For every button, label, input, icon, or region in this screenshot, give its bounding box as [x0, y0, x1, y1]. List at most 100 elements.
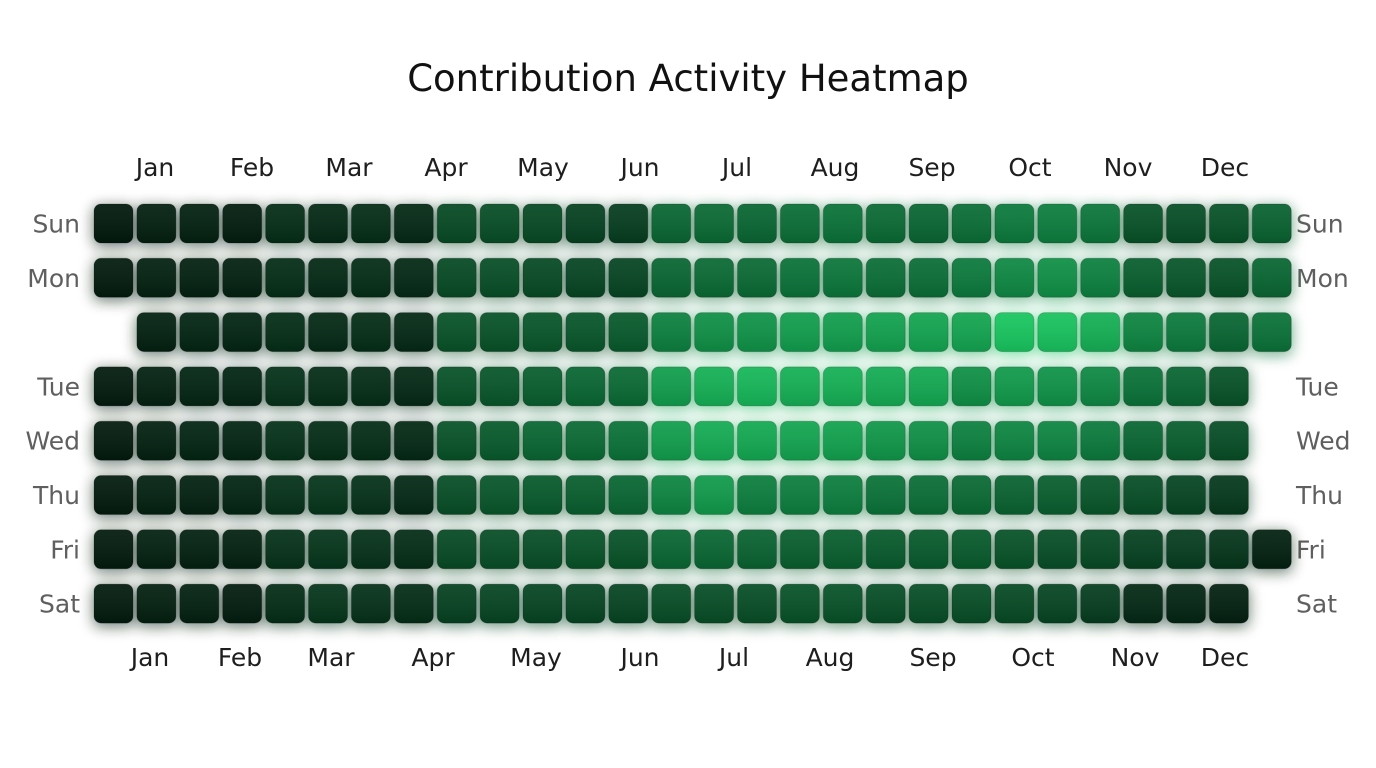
- heatmap-cell-shade: [394, 312, 434, 352]
- heatmap-cell-shade: [94, 584, 133, 624]
- heatmap-cell-shade: [1166, 475, 1206, 515]
- heatmap-cell-shade: [179, 584, 219, 624]
- heatmap-cell-shade: [1080, 584, 1120, 624]
- heatmap-cell-shade: [1209, 258, 1249, 298]
- heatmap-cell-shade: [351, 366, 391, 406]
- heatmap-cell-shade: [222, 258, 262, 298]
- heatmap-cell-shade: [994, 584, 1034, 624]
- heatmap-cell-shade: [737, 584, 777, 624]
- month-label-bottom: Sep: [909, 643, 956, 672]
- heatmap-cell-shade: [1123, 312, 1163, 352]
- month-label-top: May: [517, 153, 569, 182]
- heatmap-cell-shade: [823, 204, 863, 243]
- heatmap-cell-shade: [394, 421, 434, 461]
- month-label-top: Nov: [1104, 153, 1153, 182]
- heatmap-cell-shade: [94, 204, 133, 243]
- heatmap-cell-shade: [565, 258, 605, 298]
- heatmap-cell-shade: [823, 421, 863, 461]
- heatmap-cell-shade: [952, 366, 991, 406]
- heatmap-cell-shade: [952, 204, 991, 243]
- heatmap-cell-shade: [1166, 258, 1206, 298]
- heatmap-cell-shade: [737, 258, 777, 298]
- day-label-right: Wed: [1296, 427, 1351, 456]
- heatmap-cell-shade: [523, 421, 562, 461]
- heatmap-cell-shade: [179, 421, 219, 461]
- heatmap-cell-shade: [1123, 421, 1163, 461]
- heatmap-cell-shade: [265, 258, 305, 298]
- heatmap-cell-shade: [480, 258, 520, 298]
- heatmap-cell-shade: [780, 529, 820, 569]
- heatmap-cell-shade: [480, 204, 520, 243]
- heatmap-cell-shade: [265, 204, 305, 243]
- heatmap-cell-shade: [94, 475, 133, 515]
- heatmap-cell-shade: [523, 366, 562, 406]
- heatmap-cell-shade: [952, 421, 991, 461]
- heatmap-cell-shade: [1037, 475, 1077, 515]
- heatmap-cell-shade: [651, 475, 691, 515]
- heatmap-cell-shade: [222, 584, 262, 624]
- heatmap-cell-shade: [780, 421, 820, 461]
- month-label-top: Aug: [811, 153, 860, 182]
- month-label-top: Apr: [424, 153, 468, 182]
- heatmap-cell-shade: [909, 529, 949, 569]
- heatmap-cell-shade: [909, 258, 949, 298]
- heatmap-cell-shade: [1252, 204, 1292, 243]
- heatmap-cell-shade: [608, 584, 648, 624]
- heatmap-cell-shade: [994, 258, 1034, 298]
- heatmap-cell-shade: [1166, 204, 1206, 243]
- heatmap-cell-shade: [565, 312, 605, 352]
- heatmap-cell-shade: [780, 475, 820, 515]
- heatmap-cell-shade: [694, 366, 734, 406]
- heatmap-cell-shade: [737, 204, 777, 243]
- heatmap-cell-shade: [866, 584, 906, 624]
- heatmap-cell-shade: [437, 584, 477, 624]
- heatmap-cell-shade: [1166, 366, 1206, 406]
- heatmap-cell-shade: [1252, 529, 1292, 569]
- heatmap-cell-shade: [866, 475, 906, 515]
- heatmap-cell-shade: [394, 584, 434, 624]
- heatmap-cell-shade: [565, 475, 605, 515]
- heatmap-cell-shade: [1209, 475, 1249, 515]
- heatmap-cell-shade: [651, 529, 691, 569]
- heatmap-cell-shade: [351, 529, 391, 569]
- month-label-bottom: Jul: [717, 643, 749, 672]
- heatmap-cell-shade: [351, 312, 391, 352]
- heatmap-cell-shade: [1080, 421, 1120, 461]
- day-label-left: Wed: [25, 427, 80, 456]
- month-label-top: Sep: [908, 153, 955, 182]
- heatmap-cell-shade: [179, 258, 219, 298]
- heatmap-cell-shade: [737, 529, 777, 569]
- heatmap-cell-shade: [136, 421, 176, 461]
- heatmap-cell-shade: [651, 204, 691, 243]
- heatmap-cell-shade: [608, 421, 648, 461]
- heatmap-cell-shade: [1209, 312, 1249, 352]
- heatmap-cell-shade: [394, 529, 434, 569]
- heatmap-cell-shade: [480, 584, 520, 624]
- heatmap-cell-shade: [179, 204, 219, 243]
- heatmap-cell-shade: [694, 475, 734, 515]
- heatmap-cell-shade: [179, 475, 219, 515]
- heatmap-cell-shade: [565, 584, 605, 624]
- heatmap-cell-shade: [179, 529, 219, 569]
- heatmap-cell-shade: [136, 258, 176, 298]
- heatmap-cell-shade: [780, 312, 820, 352]
- day-label-left: Fri: [50, 535, 80, 564]
- heatmap-cell-shade: [909, 584, 949, 624]
- heatmap-cell-shade: [351, 421, 391, 461]
- month-label-top: Feb: [230, 153, 274, 182]
- heatmap-cell-shade: [437, 529, 477, 569]
- heatmap-cell-shade: [608, 529, 648, 569]
- heatmap-cell-shade: [866, 421, 906, 461]
- heatmap-cell-shade: [694, 529, 734, 569]
- heatmap-cell-shade: [909, 204, 949, 243]
- heatmap-cell-shade: [523, 258, 562, 298]
- heatmap-cell-shade: [780, 366, 820, 406]
- heatmap-cell-shade: [1037, 366, 1077, 406]
- heatmap-cell-shade: [437, 312, 477, 352]
- heatmap-cell-shade: [1123, 475, 1163, 515]
- day-label-right: Sat: [1296, 590, 1337, 619]
- month-label-bottom: Aug: [806, 643, 855, 672]
- month-label-top: Dec: [1201, 153, 1249, 182]
- heatmap-cell-shade: [437, 204, 477, 243]
- heatmap-cell-shade: [1209, 584, 1249, 624]
